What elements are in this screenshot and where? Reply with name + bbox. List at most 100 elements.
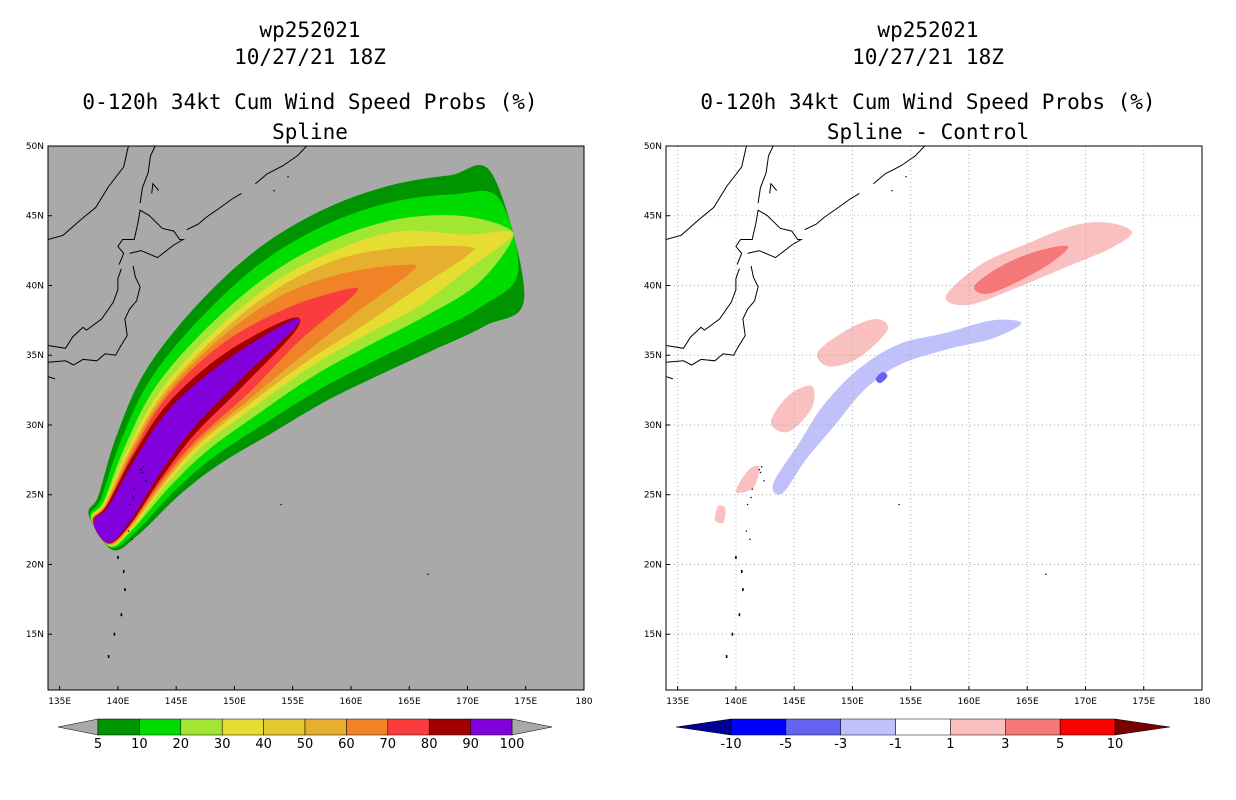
islet-8 [131,538,133,541]
colorbar-swatch-6 [1059,718,1116,736]
colorbar-label-2: -3 [834,737,847,752]
xtick-label-140: 140E [106,697,129,707]
left-colorbar: 5 10 20 30 40 50 60 70 80 90 100 [57,718,553,752]
xtick-label-145: 145E [165,697,188,707]
colorbar-swatch-1 [139,718,182,736]
coastline-2 [117,209,186,265]
left-title-date: 10/27/21 18Z [234,45,386,69]
island-0-1 [740,569,743,573]
colorbar-swatch-2 [180,718,223,736]
coastline-3 [139,146,156,204]
left-map-layer [11,146,525,659]
left-title-storm: wp252021 [259,18,361,42]
colorbar-swatch-0 [730,718,787,736]
islet-7 [127,530,130,532]
islet-9 [280,503,282,506]
colorbar-label-5: 3 [1001,737,1009,752]
xtick-label-160: 160E [340,697,363,707]
positive-diff-5 [714,505,726,524]
coastline-9 [629,369,638,383]
xtick-label-160: 160E [958,697,981,707]
ytick-label-50: 50N [644,142,662,152]
xtick-label-175: 175E [514,697,537,707]
islet-5 [133,488,135,490]
xtick-label-170: 170E [456,697,479,707]
colorbar-label-10: 100 [500,737,525,752]
colorbar-label-4: 40 [255,737,272,752]
island-0-0 [117,555,119,559]
islet-5 [751,488,753,490]
island-0-3 [120,613,123,617]
positive-diff-3 [770,385,815,433]
colorbar-left-arrow [57,718,99,736]
ytick-label-20: 20N [26,560,44,570]
colorbar-right-arrow [511,718,553,736]
coastline-4 [151,182,160,194]
colorbar-swatch-9 [470,718,513,736]
prob-contour-30 [91,230,514,546]
coastline-5 [666,146,747,240]
colorbar-swatch-8 [428,718,471,736]
coastline-9 [11,369,20,383]
xtick-label-155: 155E [899,697,922,707]
left-panel: 135E 140E 145E 150E 155E 160E 165E 170E 175E 180 1… [11,142,593,752]
xtick-label-180: 180 [575,697,592,707]
islet-12 [905,176,907,178]
coastline-2 [735,209,804,265]
positive-diff-4 [735,465,760,494]
islet-10 [1045,573,1047,575]
islet-0 [142,466,145,468]
colorbar-swatch-1 [785,718,841,736]
prob-contour-90 [93,318,301,543]
colorbar-label-0: 5 [94,737,102,752]
colorbar-swatch-7 [387,718,430,736]
ytick-label-15: 15N [644,630,662,640]
ytick-label-15: 15N [26,630,44,640]
coastline-1 [666,268,740,349]
positive-diff-1 [974,245,1069,294]
right-map-layer [629,146,1202,690]
islet-2 [132,496,134,499]
right-title-product: 0-120h 34kt Cum Wind Speed Probs (%) [700,90,1156,114]
islet-3 [746,503,749,506]
xtick-label-165: 165E [1016,697,1039,707]
islet-6 [763,480,765,482]
ytick-label-35: 35N [644,351,662,361]
coastline-8 [666,366,674,380]
colorbar-label-7: 10 [1107,737,1124,752]
coastline-7 [255,146,308,185]
colorbar-swatch-3 [221,718,264,736]
island-0-5 [107,655,110,659]
colorbar-swatch-3 [895,718,951,736]
xtick-label-150: 150E [223,697,246,707]
islet-12 [287,176,289,178]
ytick-label-35: 35N [26,351,44,361]
island-0-2 [742,588,744,592]
xtick-label-170: 170E [1074,697,1097,707]
islet-4 [758,469,760,471]
xtick-label-135: 135E [48,697,71,707]
islet-1 [141,471,144,474]
right-title-date: 10/27/21 18Z [852,45,1004,69]
island-0-4 [113,632,116,636]
left-title-method: Spline [272,120,348,144]
islet-11 [891,190,893,192]
colorbar-label-1: -5 [779,737,792,752]
right-colorbar: -10 -5 -3 -1 1 3 5 10 [675,718,1171,752]
colorbar-label-1: 10 [131,737,148,752]
right-panel: 135E 140E 145E 150E 155E 160E 165E 170E 175E 180 1… [629,142,1211,752]
ytick-label-40: 40N [644,281,662,291]
colorbar-swatch-5 [304,718,347,736]
xtick-label-135: 135E [666,697,689,707]
colorbar-label-5: 50 [297,737,314,752]
colorbar-swatch-4 [263,718,306,736]
colorbar-label-4: 1 [946,737,954,752]
island-0-1 [122,569,125,573]
negative-diff-7 [875,371,888,384]
islet-11 [273,190,275,192]
island-0-0 [735,555,737,559]
colorbar-label-2: 20 [173,737,190,752]
colorbar-swatch-6 [346,718,389,736]
colorbar-label-9: 90 [462,737,479,752]
